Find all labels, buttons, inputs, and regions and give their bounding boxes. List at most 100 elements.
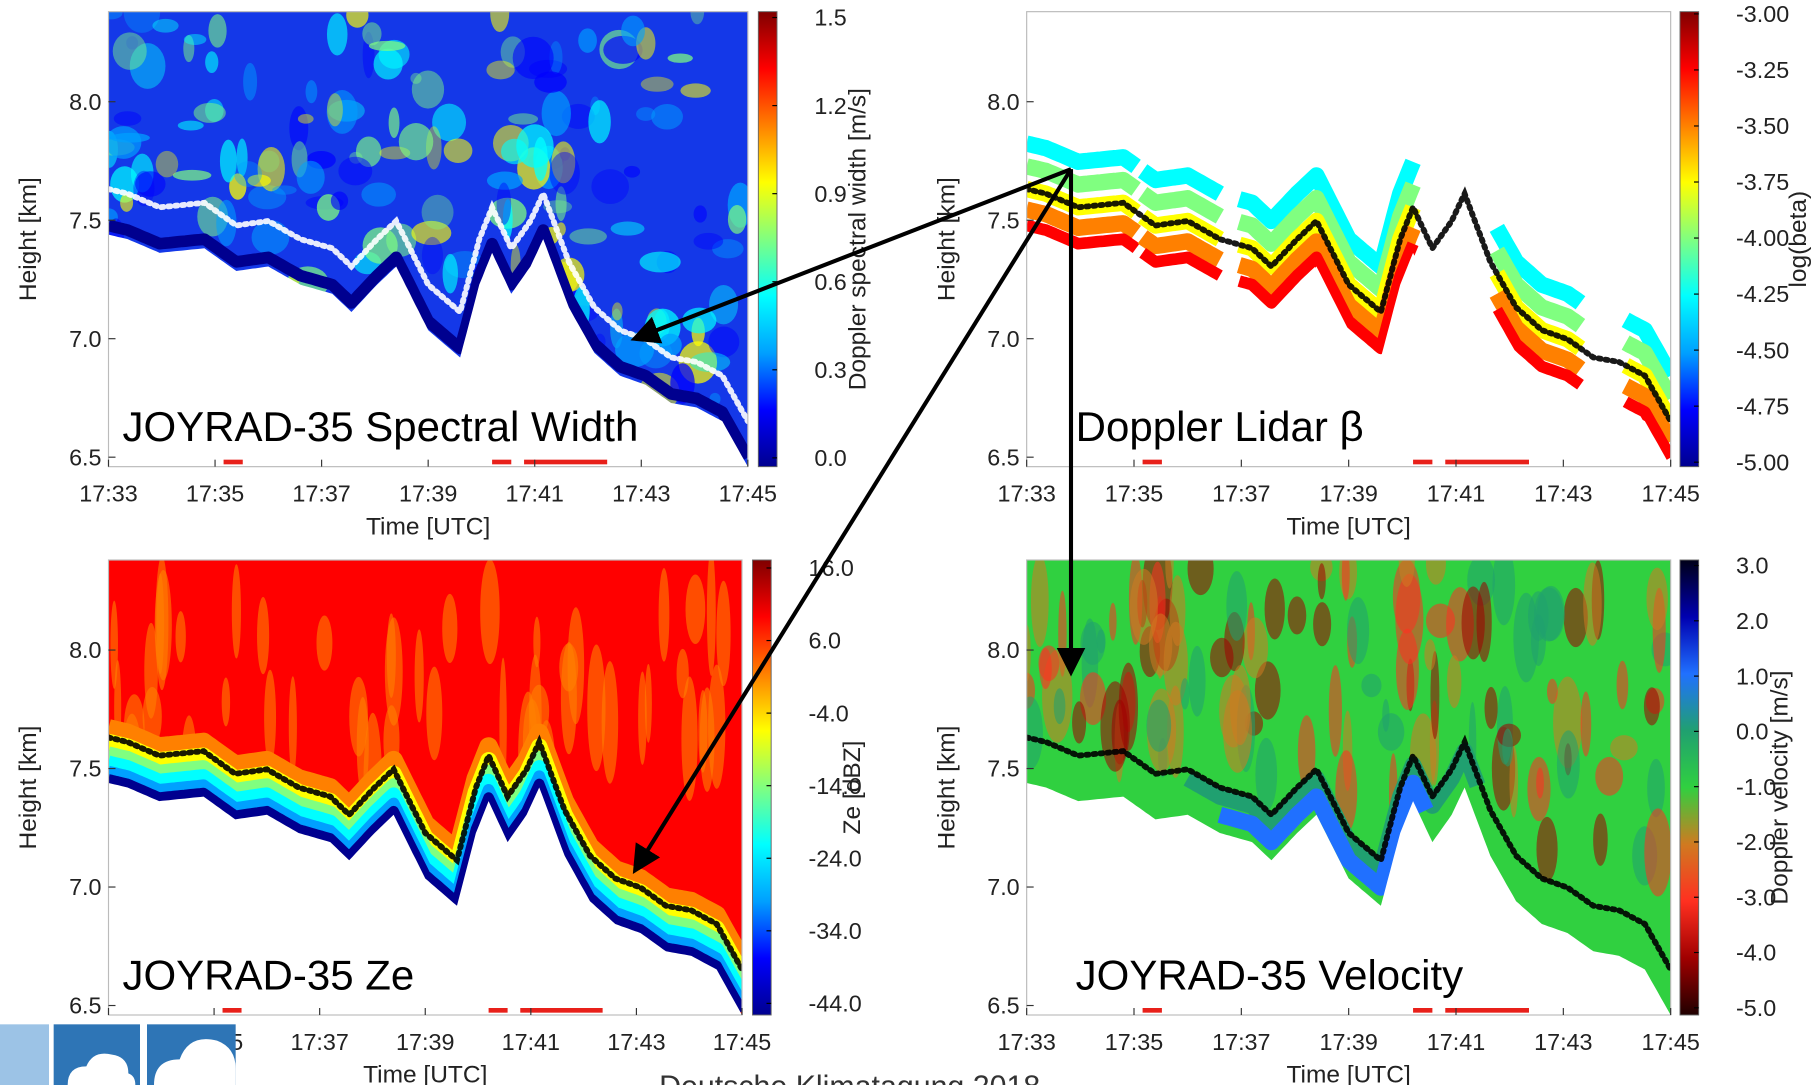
echo-band: [108, 774, 742, 1014]
texture: [1583, 562, 1602, 646]
y-axis-label: Height [km]: [933, 177, 960, 301]
texture: [236, 138, 248, 177]
texture: [587, 644, 606, 772]
texture: [443, 138, 473, 163]
texture: [414, 629, 424, 723]
texture: [1100, 681, 1130, 772]
flag-bar: [520, 1008, 603, 1013]
texture: [1254, 661, 1281, 720]
texture: [113, 111, 142, 126]
texture: [272, 185, 297, 195]
texture: [681, 676, 698, 801]
y-tick-label: 7.0: [69, 326, 101, 352]
texture: [502, 199, 513, 240]
colorbar: [1679, 559, 1700, 1016]
x-tick-label: 17:35: [1105, 481, 1163, 507]
x-tick-label: 17:33: [997, 481, 1055, 507]
flag-bar: [1413, 1008, 1433, 1013]
echo-band: [1620, 378, 1671, 446]
texture: [398, 123, 434, 161]
flag-bar: [488, 1008, 508, 1013]
colorbar-label: log(beta): [1785, 191, 1812, 288]
echo-band: [1620, 312, 1671, 380]
texture: [243, 62, 258, 101]
colorbar-tick-label: -4.00: [1736, 225, 1789, 251]
echo-band: [1026, 158, 1142, 196]
texture: [112, 32, 147, 70]
x-tick-label: 17:43: [1534, 1029, 1592, 1055]
texture: [442, 593, 458, 664]
texture: [346, 11, 369, 28]
heatmap: [108, 560, 742, 1016]
clear-air: [1026, 234, 1671, 467]
texture: [1398, 560, 1415, 587]
logo-block: [0, 1024, 49, 1085]
texture: [1395, 573, 1424, 665]
texture: [636, 107, 656, 121]
texture: [1580, 691, 1592, 757]
texture: [248, 185, 287, 210]
x-tick-label: 17:37: [292, 481, 350, 507]
texture: [693, 205, 707, 223]
x-tick-label: 17:39: [1319, 481, 1377, 507]
colorbar-tick-label: -3.00: [1736, 1, 1789, 27]
x-tick-label: 17:43: [612, 481, 670, 507]
colorbar-tick-label: 0.3: [814, 357, 846, 383]
texture: [1346, 597, 1370, 665]
y-axis-label: Height [km]: [15, 726, 42, 850]
texture: [486, 60, 515, 80]
texture: [1072, 701, 1087, 744]
flag-bar: [1413, 459, 1433, 465]
y-tick-label: 8.0: [69, 637, 101, 663]
texture: [549, 41, 563, 74]
flag-bar: [1142, 459, 1162, 465]
texture: [1534, 587, 1564, 642]
texture: [1187, 560, 1214, 596]
texture: [129, 43, 166, 89]
texture: [512, 36, 554, 80]
colorbar-tick-label: 1.2: [814, 93, 846, 119]
texture: [421, 236, 444, 275]
x-tick-label: 17:41: [1427, 1029, 1485, 1055]
texture: [639, 251, 681, 273]
texture: [555, 186, 567, 222]
colorbar: [757, 11, 778, 468]
texture: [330, 191, 349, 211]
texture: [560, 642, 577, 755]
colorbar-tick-label: 3.0: [1736, 553, 1768, 579]
texture: [1255, 737, 1278, 811]
texture: [480, 560, 500, 665]
texture: [316, 615, 333, 671]
cloud-icon: [154, 1039, 236, 1085]
panel: 6.57.07.58.017:3317:3517:3717:3917:4117:…: [15, 555, 866, 1085]
colorbar-label: Ze [dBZ]: [839, 741, 866, 835]
texture: [1129, 568, 1158, 645]
texture: [110, 600, 118, 689]
arrow: [630, 167, 1072, 344]
texture: [1595, 756, 1624, 796]
texture: [1210, 637, 1234, 678]
texture: [326, 90, 358, 134]
flag-bar: [222, 1008, 242, 1013]
texture: [362, 22, 382, 46]
texture: [706, 560, 716, 676]
texture: [1536, 767, 1544, 799]
footer: Deutsche Klimatagung 2018: [659, 1071, 1040, 1085]
cloud-top-markers: [1026, 186, 1671, 425]
colorbar-tick-label: 0.0: [814, 445, 846, 471]
texture: [1180, 678, 1190, 710]
texture: [108, 11, 123, 20]
texture: [640, 76, 674, 92]
texture: [288, 676, 297, 776]
colorbar-tick-label: -1.0: [1736, 774, 1776, 800]
x-tick-label: 17:41: [1427, 481, 1485, 507]
echo-band: [1026, 135, 1142, 174]
colorbar-tick-label: 1.5: [814, 5, 846, 31]
panels: 6.5 7.0 7.5 8.0 17:33 17:35 17:37 17:39 17:41 17:…: [15, 1, 1812, 1085]
colorbar-tick-label: -4.25: [1736, 281, 1789, 307]
texture: [651, 104, 683, 130]
texture: [699, 687, 715, 792]
flag-bar: [223, 459, 243, 465]
heatmap: [1026, 11, 1671, 467]
